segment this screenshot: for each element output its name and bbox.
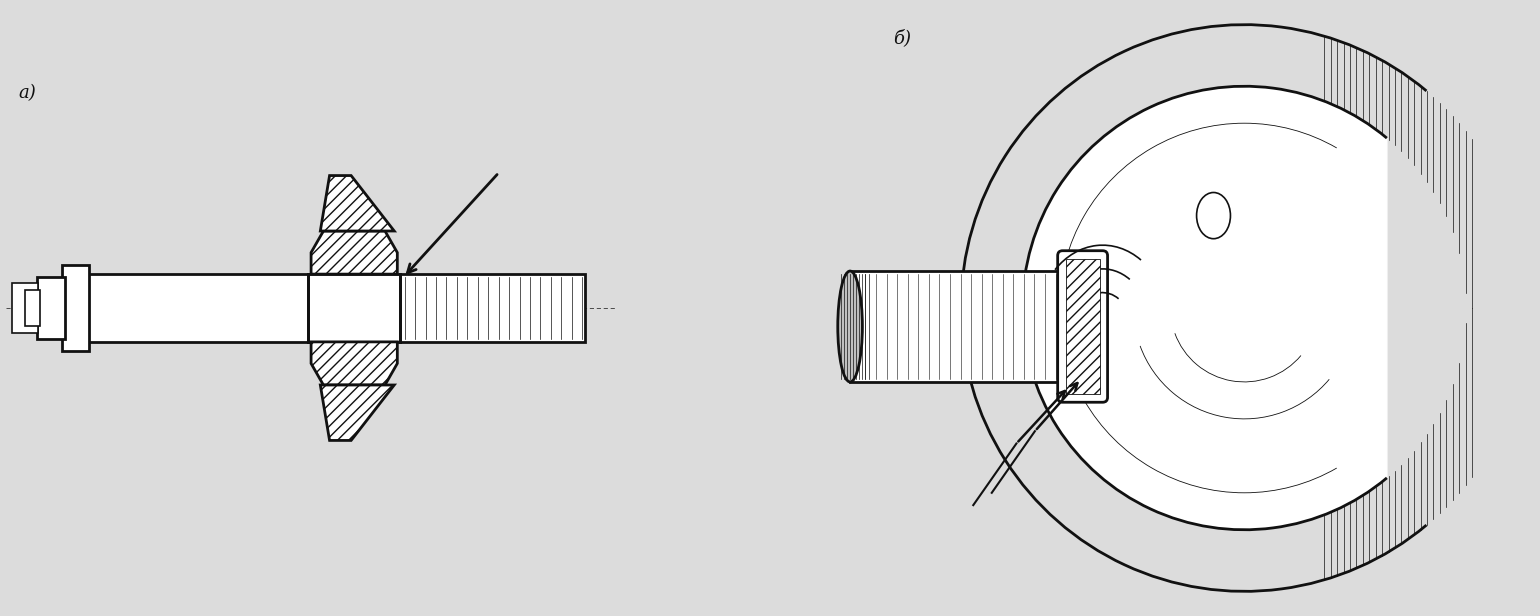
FancyBboxPatch shape (1058, 251, 1107, 402)
Polygon shape (311, 231, 397, 274)
Bar (37, 277, 65, 339)
Bar (850, 271, 1096, 382)
Polygon shape (320, 176, 394, 231)
Polygon shape (320, 385, 394, 440)
Bar (400, 274, 585, 342)
Polygon shape (1066, 259, 1100, 394)
Polygon shape (311, 342, 397, 385)
Bar (25, 290, 40, 326)
Polygon shape (1023, 86, 1388, 530)
Bar (308, 274, 400, 342)
Bar (86, 274, 320, 342)
Text: a): a) (18, 84, 37, 102)
Ellipse shape (838, 271, 862, 382)
Bar (62, 265, 89, 351)
Text: б): б) (893, 29, 912, 47)
Ellipse shape (1197, 192, 1230, 238)
Bar (12, 283, 38, 333)
